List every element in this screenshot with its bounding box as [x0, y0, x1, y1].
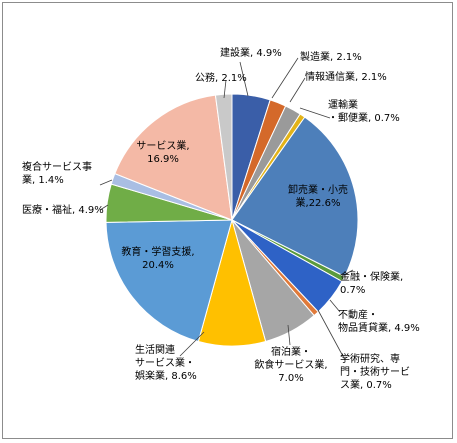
slice-labels: 建設業, 4.9% 製造業, 2.1% 情報通信業, 2.1% 運輸業・郵便業, 0.…	[22, 46, 420, 391]
slice-label-12: 医療・福祉, 4.9%	[22, 203, 104, 216]
slice-label-line: 宿泊業・	[271, 345, 311, 358]
slice-label-1: 建設業, 4.9%	[220, 46, 282, 59]
leader-line-15	[223, 79, 227, 99]
pie-slice-5	[231, 116, 359, 278]
slice-label-10: 生活関連サービス業・娯楽業, 8.6%	[135, 343, 197, 382]
leader-line-2	[271, 57, 299, 99]
slice-label-line: 20.4%	[142, 260, 174, 271]
slice-label-line: 卸売業・小売	[288, 183, 348, 196]
slice-label-7: 不動産・物品賃貸業, 4.9%	[338, 308, 420, 334]
slice-label-6: 金融・保険業, 0.7%	[340, 270, 403, 296]
pie-slice-11	[105, 219, 233, 343]
slice-label-5: 卸売業・小売業,22.6%	[288, 183, 348, 209]
slice-label-8: 学術研究、専門・技術サービス業, 0.7%	[340, 352, 410, 391]
slice-label-line: 飲食サービス業,	[254, 358, 327, 371]
slice-label-line: 金融・保険業,	[340, 270, 403, 283]
slice-label-line: 7.0%	[278, 373, 303, 384]
slice-label-11: 教育・学習支援, 20.4%	[121, 245, 194, 271]
leader-line-9	[287, 324, 291, 346]
slice-label-14: サービス業, 16.9%	[136, 139, 189, 165]
slice-label-4: 運輸業・郵便業, 0.7%	[328, 98, 400, 124]
slice-label-9: 宿泊業・飲食サービス業, 7.0%	[254, 345, 327, 384]
slice-label-line: サービス業,	[136, 139, 189, 152]
slice-label-line: 学術研究、専	[340, 352, 400, 365]
leader-line-3	[289, 77, 306, 103]
pie-slice-14	[114, 94, 233, 221]
leader-line-1	[239, 61, 249, 97]
pie-slices	[105, 93, 359, 347]
slice-label-line: 公務, 2.1%	[195, 71, 247, 84]
slice-label-line: 教育・学習支援,	[121, 245, 194, 258]
slice-label-line: 業,22.6%	[296, 196, 341, 209]
slice-label-line: ス業, 0.7%	[340, 378, 392, 391]
slice-label-line: 製造業, 2.1%	[300, 50, 362, 63]
slice-label-3: 情報通信業, 2.1%	[305, 70, 387, 83]
leader-line-13	[99, 179, 113, 186]
slice-label-line: 物品賃貸業, 4.9%	[338, 321, 420, 334]
slice-label-line: 不動産・	[338, 308, 378, 321]
leader-line-10	[179, 331, 205, 357]
slice-label-line: ・郵便業, 0.7%	[328, 111, 400, 124]
slice-label-line: 医療・福祉, 4.9%	[22, 203, 104, 216]
leader-line-12	[99, 204, 109, 211]
slice-label-13: 複合サービス事業, 1.4%	[22, 160, 92, 186]
slice-label-line: 門・技術サービ	[340, 365, 410, 378]
slice-label-line: 娯楽業, 8.6%	[135, 369, 197, 382]
slice-label-line: 0.7%	[340, 285, 365, 296]
slice-label-line: 複合サービス事	[22, 160, 92, 173]
slice-label-line: 16.9%	[147, 154, 179, 165]
slice-label-2: 製造業, 2.1%	[300, 50, 362, 63]
slice-label-line: 建設業, 4.9%	[220, 46, 282, 59]
slice-label-line: 運輸業	[328, 98, 358, 111]
slice-label-15: 公務, 2.1%	[195, 71, 247, 84]
slice-label-line: 情報通信業, 2.1%	[305, 70, 387, 83]
slice-label-line: 生活関連	[135, 343, 175, 356]
leader-line-7	[329, 299, 341, 313]
pie-slice-15	[214, 93, 233, 221]
slice-label-line: サービス業・	[135, 356, 195, 369]
leader-line-4	[299, 107, 331, 119]
slice-label-line: 業, 1.4%	[22, 173, 64, 186]
leader-line-8	[317, 309, 346, 361]
leader-line-6	[341, 269, 354, 277]
